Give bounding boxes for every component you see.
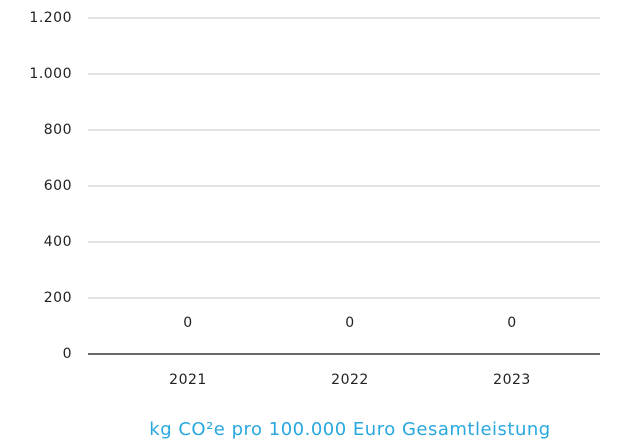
x-tick-label: 2023 — [493, 372, 531, 388]
y-tick-label: 400 — [44, 234, 72, 250]
y-tick-label: 800 — [44, 122, 72, 138]
x-tick-label: 2022 — [331, 372, 369, 388]
y-tick-label: 0 — [63, 346, 72, 362]
data-label: 0 — [183, 315, 192, 331]
y-tick-label: 200 — [44, 290, 72, 306]
y-tick-label: 600 — [44, 178, 72, 194]
data-label: 0 — [507, 315, 516, 331]
x-tick-label: 2021 — [169, 372, 207, 388]
y-tick-label: 1.000 — [29, 66, 72, 82]
y-tick-label: 1.200 — [29, 10, 72, 26]
x-axis-label: kg CO²e pro 100.000 Euro Gesamtleistung — [149, 419, 550, 440]
data-label: 0 — [345, 315, 354, 331]
